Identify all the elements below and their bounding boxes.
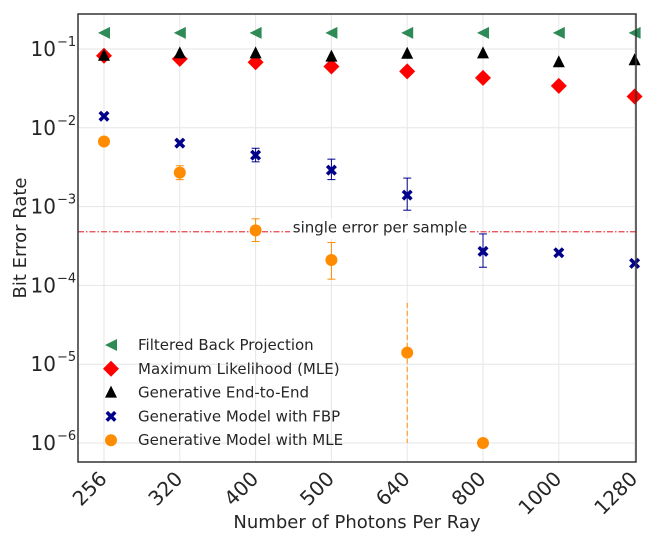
data-point (477, 26, 489, 39)
grid-lines (78, 14, 636, 462)
reference-line-label: single error per sample (293, 219, 467, 237)
legend-label: Maximum Likelihood (MLE) (138, 360, 340, 378)
data-point (98, 48, 110, 61)
data-point (401, 346, 414, 359)
legend-label: Filtered Back Projection (138, 336, 314, 354)
data-point (553, 247, 565, 259)
data-point (477, 245, 489, 257)
data-markers (96, 26, 643, 449)
data-point (173, 46, 186, 59)
y-tick-label: 10 (31, 195, 56, 219)
data-point (98, 110, 110, 122)
legend-item: Generative End-to-End (105, 384, 309, 402)
data-point (629, 257, 641, 269)
legend-item: Generative Model with FBP (105, 407, 340, 425)
y-tick-exponent: −2 (57, 114, 76, 129)
legend-label: Generative Model with MLE (138, 431, 343, 449)
data-point (628, 26, 641, 39)
data-point (173, 26, 186, 39)
data-point (475, 69, 491, 86)
y-tick-exponent: −5 (57, 350, 76, 365)
data-point (552, 26, 565, 39)
y-axis-label: Bit Error Rate (10, 178, 31, 299)
data-point (105, 385, 117, 398)
legend: Filtered Back Projection Maximum Likeliho… (103, 336, 343, 449)
y-tick-label: 10 (31, 37, 56, 61)
data-point (105, 339, 117, 351)
data-point (325, 49, 338, 62)
legend-item: Generative Model with MLE (105, 431, 343, 449)
data-point (399, 63, 416, 80)
data-point (626, 88, 643, 105)
y-tick-exponent: −1 (57, 35, 76, 50)
plot-frame (77, 13, 637, 463)
data-point (325, 164, 337, 176)
data-point (250, 149, 262, 161)
data-point (249, 224, 262, 237)
data-point (325, 26, 338, 39)
y-tick-exponent: −6 (57, 429, 76, 444)
data-point (477, 437, 489, 449)
legend-item: Maximum Likelihood (MLE) (103, 360, 340, 378)
data-point (550, 77, 567, 94)
data-point (401, 189, 413, 201)
data-point (552, 55, 565, 68)
data-point (173, 166, 186, 179)
data-point (105, 410, 117, 422)
y-tick-label: 10 (31, 273, 56, 297)
legend-label: Generative Model with FBP (138, 407, 340, 425)
data-point (628, 53, 641, 66)
annotation-background (290, 218, 470, 239)
y-tick-exponent: −3 (57, 193, 76, 208)
data-point (323, 58, 340, 75)
data-point (401, 26, 414, 39)
y-tick-label: 10 (31, 431, 56, 455)
legend-label: Generative End-to-End (138, 384, 309, 402)
series-triangle-up (98, 46, 641, 68)
series-x (98, 110, 641, 269)
data-point (325, 254, 338, 267)
data-point (105, 434, 117, 447)
y-tick-exponent: −4 (57, 271, 76, 286)
data-point (477, 46, 489, 59)
legend-item: Filtered Back Projection (105, 336, 314, 354)
y-tick-label: 10 (31, 352, 56, 376)
data-point (98, 26, 110, 39)
x-axis-label: Number of Photons Per Ray (233, 512, 481, 533)
series-circle (98, 135, 489, 449)
data-point (249, 46, 262, 59)
data-point (249, 26, 262, 39)
data-point (103, 360, 119, 377)
data-point (98, 135, 110, 148)
data-point (174, 137, 186, 149)
y-tick-label: 10 (31, 116, 56, 140)
y-tick-labels: 10−610−510−410−310−210−1 (31, 35, 77, 455)
series-triangle-left (98, 26, 641, 39)
data-point (401, 46, 414, 59)
